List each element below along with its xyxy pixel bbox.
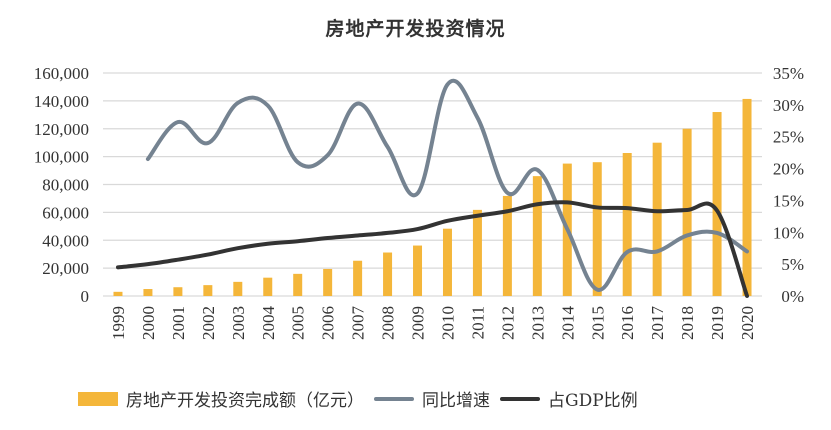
x-tick-label: 2017	[648, 306, 667, 341]
bar	[472, 209, 482, 296]
x-tick-label: 2010	[438, 306, 457, 340]
y-left-tick-label: 40,000	[42, 231, 89, 250]
legend-label: 占GDP比例	[548, 391, 638, 411]
y-left-tick-label: 80,000	[42, 176, 89, 195]
y-right-tick-label: 10%	[773, 223, 804, 242]
bar	[652, 142, 662, 296]
x-tick-label: 2014	[558, 306, 577, 341]
legend-label: 房地产开发投资完成额（亿元）	[126, 391, 364, 411]
bar	[293, 273, 303, 296]
bar	[203, 285, 213, 296]
x-tick-label: 2012	[498, 306, 517, 340]
x-tick-label: 2019	[708, 306, 727, 340]
legend-swatch-line	[500, 396, 540, 401]
x-tick-label: 2013	[528, 306, 547, 340]
y-right-tick-label: 30%	[773, 96, 804, 115]
y-right-tick-label: 25%	[773, 128, 804, 147]
x-tick-label: 2000	[139, 306, 158, 340]
bar	[383, 252, 393, 296]
y-left-tick-label: 160,000	[34, 64, 89, 83]
x-tick-label: 2011	[468, 306, 487, 339]
y-left-tick-label: 120,000	[34, 120, 89, 139]
bar	[413, 245, 423, 296]
y-left-tick-label: 0	[81, 287, 90, 306]
bar	[233, 281, 243, 296]
y-left-tick-label: 60,000	[42, 203, 89, 222]
bar	[263, 277, 273, 296]
x-tick-label: 2018	[678, 306, 697, 340]
bar	[532, 176, 542, 296]
bar	[682, 128, 692, 296]
x-tick-label: 2001	[169, 306, 188, 340]
bar	[502, 195, 512, 296]
x-tick-label: 2006	[319, 306, 338, 340]
bar	[742, 98, 752, 296]
bar	[323, 268, 333, 296]
legend-item-investment: 房地产开发投资完成额（亿元）	[78, 386, 364, 411]
x-tick-label: 2005	[289, 306, 308, 340]
y-right-tick-label: 35%	[773, 64, 804, 83]
bar	[113, 291, 123, 296]
y-right-tick-label: 5%	[781, 255, 804, 274]
x-tick-label: 2016	[618, 306, 637, 340]
legend-item-growth: 同比增速	[374, 386, 490, 411]
y-left-tick-label: 100,000	[34, 148, 89, 167]
legend-swatch-bar	[78, 391, 118, 406]
bar	[442, 228, 452, 296]
y-right-tick-label: 15%	[773, 191, 804, 210]
legend-swatch-line	[374, 396, 414, 401]
x-tick-label: 2008	[379, 306, 398, 340]
x-tick-label: 2002	[199, 306, 218, 340]
y-right-tick-label: 20%	[773, 160, 804, 179]
bar	[143, 289, 153, 296]
bar	[712, 112, 722, 297]
x-tick-label: 2009	[409, 306, 428, 340]
bar	[173, 287, 183, 296]
y-left-tick-label: 140,000	[34, 92, 89, 111]
y-right-tick-label: 0%	[781, 287, 804, 306]
bar	[622, 153, 632, 296]
x-tick-label: 2004	[259, 306, 278, 341]
chart-title: 房地产开发投资情况	[325, 18, 506, 40]
growth-line	[145, 78, 750, 292]
legend-item-gdp: 占GDP比例	[500, 386, 638, 411]
x-tick-label: 1999	[109, 306, 128, 340]
bar	[353, 260, 363, 296]
legend: 房地产开发投资完成额（亿元） 同比增速 占GDP比例	[78, 386, 648, 411]
x-tick-label: 2015	[588, 306, 607, 340]
y-left-tick-label: 20,000	[42, 259, 89, 278]
x-tick-label: 2007	[349, 306, 368, 341]
x-tick-label: 2020	[738, 306, 757, 340]
bar	[592, 162, 602, 296]
x-tick-label: 2003	[229, 306, 248, 340]
gdp-share-line	[115, 200, 750, 298]
legend-label: 同比增速	[422, 391, 490, 411]
